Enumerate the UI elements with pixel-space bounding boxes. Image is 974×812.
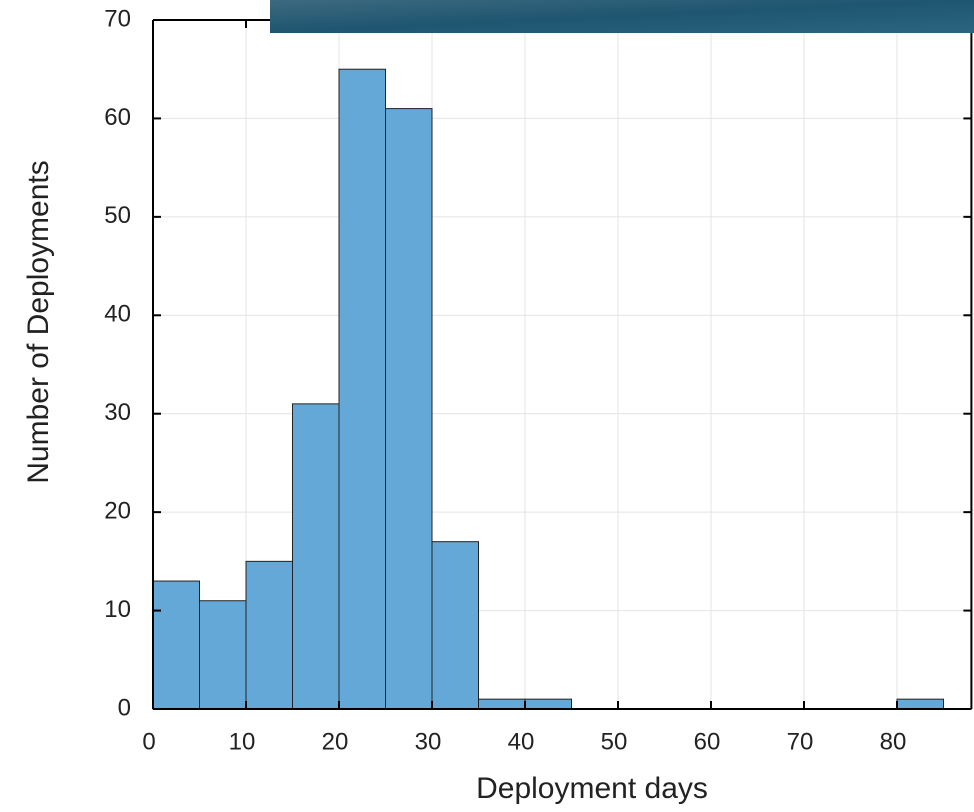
y-tick-label: 60	[104, 104, 131, 131]
x-tick-label: 10	[229, 728, 256, 755]
y-tick-label: 20	[104, 497, 131, 524]
x-tick-label: 20	[322, 728, 349, 755]
bar	[200, 601, 247, 709]
banner-image	[270, 0, 974, 33]
y-tick-label: 30	[104, 399, 131, 426]
x-tick-label: 0	[142, 728, 155, 755]
x-tick-label: 30	[415, 728, 442, 755]
bar	[525, 699, 572, 709]
y-axis-label: Number of Deployments	[22, 160, 55, 483]
x-tick-label: 60	[694, 728, 721, 755]
y-tick-label: 10	[104, 596, 131, 623]
x-tick-label: 50	[601, 728, 628, 755]
x-axis-label: Deployment days	[476, 772, 708, 805]
bar	[153, 581, 200, 709]
bar	[246, 561, 293, 709]
y-tick-label: 40	[104, 301, 131, 328]
chart: 0 10 20 30 40 50 60 70 80 0 10 20 30 40 50 60 70 Deploym…	[0, 0, 974, 812]
x-tick-label: 80	[880, 728, 907, 755]
x-tick-label: 70	[787, 728, 814, 755]
bar	[339, 69, 386, 709]
y-tick-label: 50	[104, 202, 131, 229]
y-tick-label: 70	[104, 5, 131, 32]
bar	[479, 699, 526, 709]
bar	[432, 542, 479, 709]
y-tick-label: 0	[118, 694, 131, 721]
bar	[386, 109, 433, 709]
x-tick-label: 40	[508, 728, 535, 755]
bar	[293, 404, 340, 709]
bar	[897, 699, 944, 709]
plot-area: 0 10 20 30 40 50 60 70 80 0 10 20 30 40 50 60 70	[104, 5, 971, 755]
